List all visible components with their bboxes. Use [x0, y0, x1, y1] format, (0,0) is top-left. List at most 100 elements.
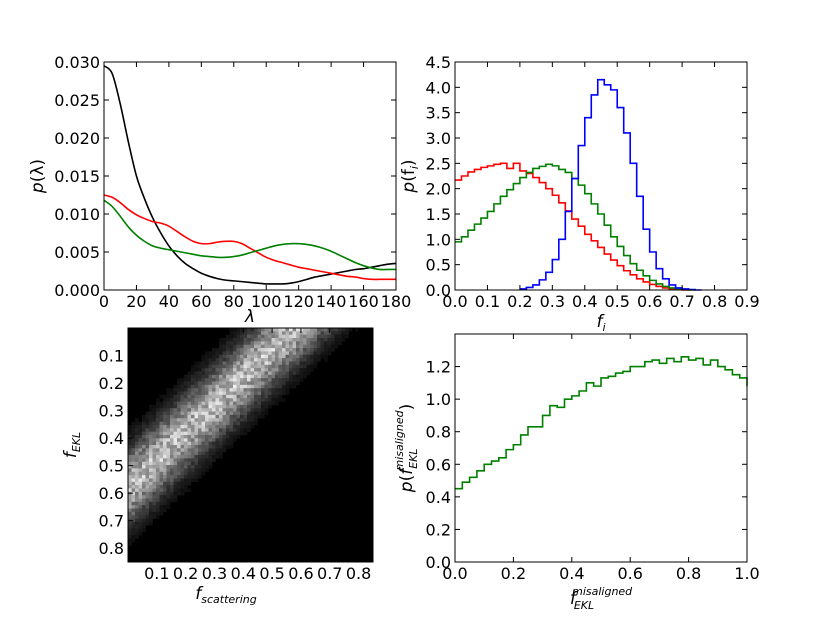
heatmap-cell	[215, 455, 220, 459]
heatmap-cell	[170, 421, 174, 426]
heatmap-cell	[187, 371, 192, 376]
heatmap-cell	[240, 341, 244, 346]
heatmap-cell	[149, 468, 153, 473]
heatmap-cell	[222, 344, 227, 349]
heatmap-cell	[215, 371, 220, 376]
heatmap-cell	[303, 351, 307, 356]
heatmap-cell	[292, 381, 297, 386]
heatmap-cell	[229, 391, 234, 396]
heatmap-cell	[261, 404, 265, 409]
heatmap-cell	[191, 428, 195, 432]
heatmap-cell	[163, 481, 167, 486]
heatmap-cell	[166, 448, 171, 452]
heatmap-cell	[264, 361, 269, 366]
heatmap-cell	[324, 344, 328, 349]
heatmap-cell	[159, 485, 164, 489]
heatmap-cell	[156, 408, 160, 412]
heatmap-cell	[243, 334, 248, 339]
heatmap-cell	[254, 408, 258, 412]
heatmap-cell	[177, 408, 181, 412]
heatmap-cell	[285, 364, 290, 369]
heatmap-cell	[152, 404, 157, 409]
heatmap-cell	[163, 398, 167, 402]
heatmap-cell	[229, 441, 234, 446]
heatmap-cell	[145, 485, 150, 489]
heatmap-cell	[212, 371, 216, 376]
heatmap-cell	[142, 414, 146, 419]
fi-ytick-label: 4.5	[426, 53, 451, 72]
heatmap-cell	[180, 401, 185, 406]
heatmap-cell	[208, 424, 213, 429]
misaligned-ytick-label: 0.2	[426, 520, 451, 539]
heatmap-cell	[212, 458, 216, 463]
heatmap-cell	[264, 358, 269, 362]
heatmap-cell	[282, 371, 286, 376]
heatmap-cell	[222, 371, 227, 376]
heatmap-cell	[159, 505, 164, 509]
heatmap-cell	[219, 441, 223, 446]
heatmap-cell	[156, 441, 160, 446]
heatmap-cell	[285, 391, 290, 396]
heatmap-cell	[275, 371, 279, 376]
heatmap-cell	[191, 461, 195, 466]
heatmap-cell	[338, 331, 342, 335]
heatmap-cell	[310, 344, 314, 349]
heatmap-cell	[215, 388, 220, 392]
heatmap-cell	[156, 498, 160, 503]
heatmap-cell	[208, 421, 213, 426]
heatmap-cell	[184, 391, 188, 396]
heatmap-cell	[317, 358, 321, 362]
heatmap-cell	[184, 381, 188, 386]
heatmap-cell	[152, 434, 157, 439]
heatmap-cell	[156, 451, 160, 456]
heatmap-cell	[156, 505, 160, 509]
heatmap-cell	[236, 418, 241, 422]
heatmap-cell	[198, 394, 202, 399]
heatmap-cell	[233, 368, 237, 372]
heatmap-cell	[226, 361, 230, 366]
heatmap-cell	[222, 358, 227, 362]
heatmap-cell	[173, 394, 178, 399]
heatmap-cell	[219, 341, 223, 346]
heatmap-cell	[303, 358, 307, 362]
heatmap-ytick-label: 0.8	[99, 539, 124, 558]
heatmap-cell	[138, 434, 143, 439]
heatmap-cell	[222, 354, 227, 359]
heatmap-cell	[289, 344, 293, 349]
heatmap-cell	[180, 438, 185, 442]
heatmap-cell	[254, 414, 258, 419]
heatmap-cell	[306, 368, 311, 372]
heatmap-cell	[236, 388, 241, 392]
heatmap-cell	[236, 424, 241, 429]
heatmap-cell	[194, 448, 199, 452]
heatmap-cell	[198, 404, 202, 409]
heatmap-cell	[303, 338, 307, 342]
heatmap-cell	[205, 361, 209, 366]
heatmap-cell	[191, 398, 195, 402]
heatmap-cell	[243, 401, 248, 406]
heatmap-cell	[170, 461, 174, 466]
heatmap-cell	[152, 445, 157, 449]
heatmap-cell	[271, 358, 276, 362]
heatmap-cell	[341, 334, 346, 339]
heatmap-cell	[198, 371, 202, 376]
heatmap-cell	[131, 481, 136, 486]
heatmap-cell	[247, 388, 251, 392]
heatmap-cell	[145, 438, 150, 442]
heatmap-cell	[170, 388, 174, 392]
fi-histogram-steps	[455, 78, 702, 291]
heatmap-cell	[187, 398, 192, 402]
heatmap-cell	[282, 334, 286, 339]
heatmap-cell	[131, 515, 136, 519]
heatmap-cell	[303, 354, 307, 359]
heatmap-cell	[320, 351, 325, 356]
heatmap-cell	[296, 358, 300, 362]
heatmap-cell	[247, 358, 251, 362]
heatmap-cell	[180, 471, 185, 476]
heatmap-cell	[282, 391, 286, 396]
heatmap-cell	[191, 401, 195, 406]
heatmap-cell	[310, 341, 314, 346]
heatmap-cell	[156, 411, 160, 416]
heatmap-cell	[240, 378, 244, 382]
heatmap-cell	[254, 364, 258, 369]
